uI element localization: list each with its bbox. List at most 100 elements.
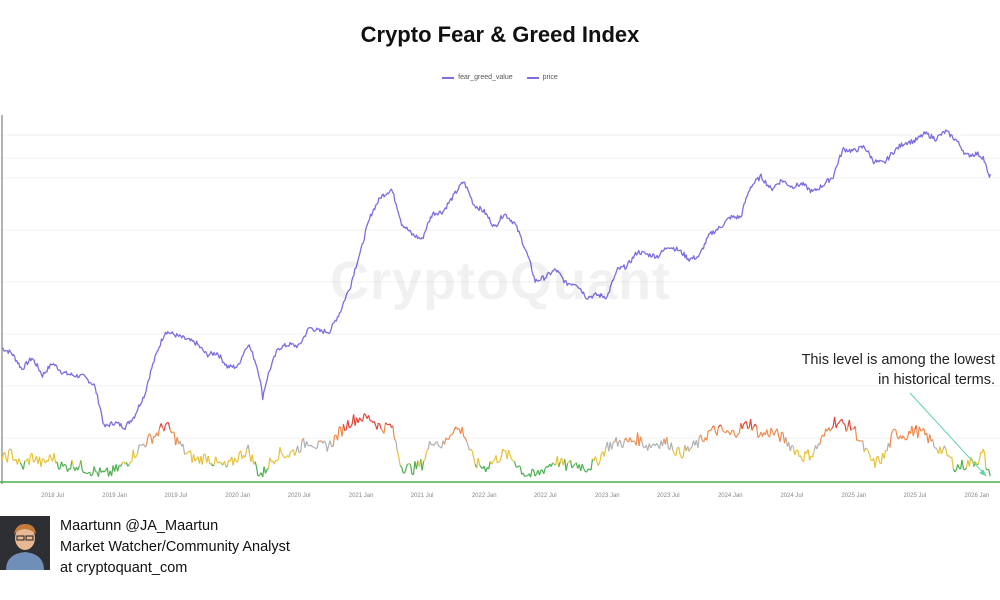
fear-greed-segment	[269, 457, 272, 463]
fear-greed-segment	[10, 449, 14, 460]
fear-greed-segment	[524, 475, 527, 478]
fear-greed-segment	[735, 434, 739, 438]
fear-greed-segment	[401, 466, 404, 474]
fear-greed-segment	[424, 451, 428, 460]
legend-item-price[interactable]: price	[526, 74, 558, 81]
fear-greed-segment	[571, 465, 574, 469]
fear-greed-segment	[492, 459, 496, 462]
fear-greed-segment	[945, 448, 948, 457]
fear-greed-segment	[819, 437, 822, 445]
fear-greed-segment	[917, 426, 920, 439]
fear-greed-segment	[479, 464, 482, 468]
fear-greed-segment	[452, 428, 456, 434]
fear-greed-segment	[883, 450, 887, 459]
fear-greed-segment	[412, 461, 416, 475]
fear-greed-segment	[747, 427, 750, 430]
fear-greed-segment	[823, 428, 827, 437]
fear-greed-segment	[49, 454, 52, 459]
fear-greed-segment	[709, 429, 712, 432]
author-site: at cryptoquant_com	[60, 560, 188, 576]
fear-greed-segment	[629, 437, 633, 443]
fear-greed-segment	[378, 422, 380, 425]
fear-greed-segment	[782, 432, 786, 444]
x-tick-label: 2023 Jan	[595, 493, 620, 499]
fear-greed-segment	[867, 450, 871, 456]
fear-greed-segment	[964, 467, 967, 471]
x-tick-label: 2018 Jul	[41, 493, 64, 499]
annotation-line-1: This level is among the lowest	[801, 352, 995, 368]
fear-greed-segment	[313, 446, 316, 449]
fear-greed-segment	[136, 444, 140, 455]
author-name: Maartunn @JA_Maartun	[60, 518, 219, 534]
fear-greed-segment	[151, 436, 155, 444]
fear-greed-segment	[279, 447, 283, 454]
fear-greed-segment	[281, 453, 284, 456]
fear-greed-segment	[500, 448, 504, 457]
fear-greed-segment	[267, 457, 271, 469]
fear-greed-segment	[939, 446, 943, 455]
fear-greed-segment	[617, 440, 620, 447]
fear-greed-segment	[294, 451, 297, 456]
annotation-arrow-head	[979, 469, 987, 477]
fear-greed-segment	[18, 458, 21, 464]
fear-greed-segment	[656, 443, 659, 447]
fear-greed-segment	[273, 460, 277, 465]
fear-greed-segment	[392, 425, 395, 440]
fear-greed-segment	[58, 468, 61, 470]
fear-greed-segment	[697, 436, 700, 448]
fear-greed-segment	[318, 440, 321, 443]
fear-greed-segment	[169, 428, 172, 434]
fear-greed-segment	[465, 440, 469, 446]
fear-greed-segment	[219, 461, 222, 464]
fear-greed-segment	[954, 469, 957, 473]
fear-greed-segment	[347, 420, 350, 429]
fear-greed-segment	[398, 456, 401, 466]
fear-greed-segment	[463, 435, 466, 439]
fear-greed-segment	[263, 466, 267, 474]
fear-greed-segment	[809, 455, 812, 461]
fear-greed-segment	[880, 452, 884, 464]
fear-greed-segment	[348, 426, 352, 429]
fear-greed-segment	[518, 465, 521, 468]
fear-greed-segment	[362, 413, 365, 422]
fear-greed-segment	[564, 458, 567, 471]
x-tick-label: 2020 Jul	[288, 493, 311, 499]
fear-greed-series	[0, 413, 1000, 483]
fear-greed-segment	[187, 451, 190, 453]
chart-title: Crypto Fear & Greed Index	[360, 22, 640, 47]
fear-greed-segment	[754, 423, 758, 427]
fear-greed-segment	[594, 456, 598, 462]
fear-greed-segment	[9, 448, 12, 451]
fear-greed-segment	[737, 432, 740, 435]
fear-greed-segment	[496, 461, 500, 464]
fear-greed-segment	[77, 465, 80, 471]
fear-greed-segment	[304, 441, 308, 448]
fear-greed-segment	[877, 456, 881, 463]
fear-greed-segment	[750, 419, 753, 431]
x-tick-label: 2025 Jul	[903, 493, 926, 499]
fear-greed-segment	[838, 420, 841, 423]
fear-greed-segment	[951, 457, 954, 469]
fear-greed-segment	[719, 424, 722, 427]
author-text: Maartunn @JA_Maartun Market Watcher/Comm…	[60, 516, 290, 579]
fear-greed-segment	[212, 464, 215, 467]
fear-greed-segment	[326, 445, 330, 452]
fear-greed-segment	[396, 449, 400, 457]
fear-greed-segment	[4, 451, 7, 458]
fear-greed-segment	[383, 422, 387, 434]
fear-greed-segment	[464, 437, 468, 442]
fear-greed-segment	[625, 437, 628, 442]
fear-greed-segment	[323, 440, 327, 444]
fear-greed-segment	[266, 468, 269, 471]
fear-greed-segment	[530, 468, 533, 478]
fear-greed-segment	[565, 463, 569, 471]
fear-greed-segment	[194, 458, 198, 462]
fear-greed-segment	[95, 470, 98, 473]
fear-greed-segment	[216, 461, 219, 464]
fear-greed-segment	[732, 430, 736, 436]
fear-greed-segment	[886, 442, 889, 452]
legend-item-fear-greed[interactable]: fear_greed_value	[442, 74, 513, 81]
fear-greed-segment	[586, 468, 589, 473]
fear-greed-segment	[978, 452, 982, 461]
legend-swatch-fear-greed	[442, 76, 455, 79]
